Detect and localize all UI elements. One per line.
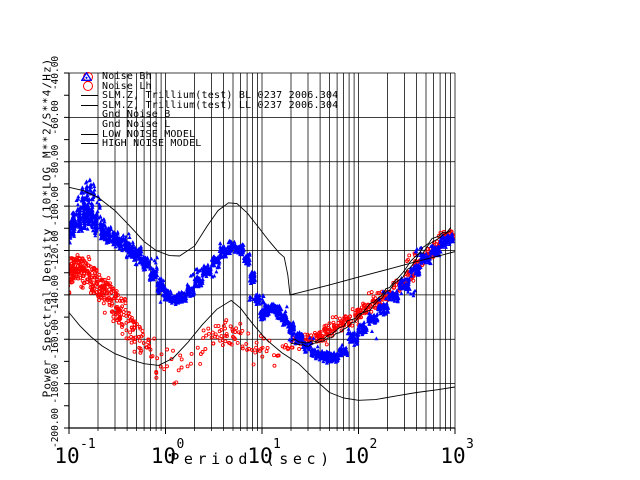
y-tick-label: -200.00 xyxy=(50,408,61,448)
line-marker-icon xyxy=(81,105,98,107)
line-marker-icon xyxy=(81,133,98,135)
y-tick-label: -120.00 xyxy=(50,230,61,270)
legend-label: Noise Lh xyxy=(102,80,152,92)
y-tick-label: -100.00 xyxy=(50,186,61,226)
series-gnd-noise-b xyxy=(69,177,455,365)
y-tick-label: -180.00 xyxy=(50,363,61,403)
series-slm-z-trillium-test-bl-0237-2006-304 xyxy=(290,230,451,347)
red-circle-marker-icon xyxy=(83,81,93,92)
legend-item-slm-bl: SLM.Z, Trillium(test) BL 0237 2006.304 xyxy=(80,91,338,101)
y-axis-title: Power Spectral Density (10*LOG M**2/S**4… xyxy=(40,57,54,398)
series-low-noise-model xyxy=(69,299,455,401)
x-tick-exponent: 3 xyxy=(466,437,474,452)
y-tick-label: -80.00 xyxy=(50,144,61,179)
legend-item-slm-ll: SLM.Z, Trillium(test) LL 0237 2006.304 xyxy=(80,99,339,111)
y-tick-label: -140.00 xyxy=(50,275,61,315)
series-noise-bh xyxy=(69,229,455,386)
legend-item-noise-lh: Noise Lh xyxy=(80,80,338,92)
axis-frame xyxy=(68,73,455,429)
legend-label: LOW NOISE MODEL xyxy=(102,128,196,140)
legend-item-gnd-noise-l: Gnd Noise L xyxy=(80,72,338,130)
x-tick-exponent: 1 xyxy=(273,437,281,452)
y-tick-label: -160.00 xyxy=(50,319,61,359)
legend-label: SLM.Z, Trillium(test) LL 0237 2006.304 xyxy=(102,99,339,111)
legend: Noise Bh Noise Lh SLM.Z, Trillium(test) … xyxy=(80,72,338,149)
y-tick-label: -40.00 xyxy=(50,56,61,91)
legend-item-high-noise-model: HIGH NOISE MODEL xyxy=(80,139,338,149)
legend-label: Gnd Noise L xyxy=(102,118,171,130)
x-tick-label: 10 xyxy=(344,444,369,468)
x-tick-label: 10 xyxy=(54,444,79,468)
x-tick-label: 10 xyxy=(440,444,465,468)
legend-label: Gnd Noise B xyxy=(102,109,171,121)
x-tick-exponent: 2 xyxy=(370,437,378,452)
x-axis-title: Period (sec) xyxy=(170,450,334,468)
y-tick-label: -60.00 xyxy=(50,100,61,135)
legend-item-low-noise-model: LOW NOISE MODEL xyxy=(80,128,338,140)
line-marker-icon xyxy=(81,95,98,97)
series-slm-z-trillium-test-ll-0237-2006-304 xyxy=(290,227,451,344)
x-tick-label: 10 xyxy=(247,444,272,468)
x-tick-exponent: -1 xyxy=(80,437,96,452)
blue-triangle-marker-icon xyxy=(81,72,92,81)
legend-label: HIGH NOISE MODEL xyxy=(102,138,202,150)
legend-label: SLM.Z, Trillium(test) BL 0237 2006.304 xyxy=(102,90,339,102)
plot-data xyxy=(69,177,455,401)
x-tick-label: 10 xyxy=(151,444,176,468)
legend-label: Noise Bh xyxy=(102,71,152,82)
line-marker-icon xyxy=(81,143,98,145)
axis-ticks xyxy=(64,72,456,434)
series-high-noise-model xyxy=(69,186,455,296)
x-tick-exponent: 0 xyxy=(177,437,185,452)
